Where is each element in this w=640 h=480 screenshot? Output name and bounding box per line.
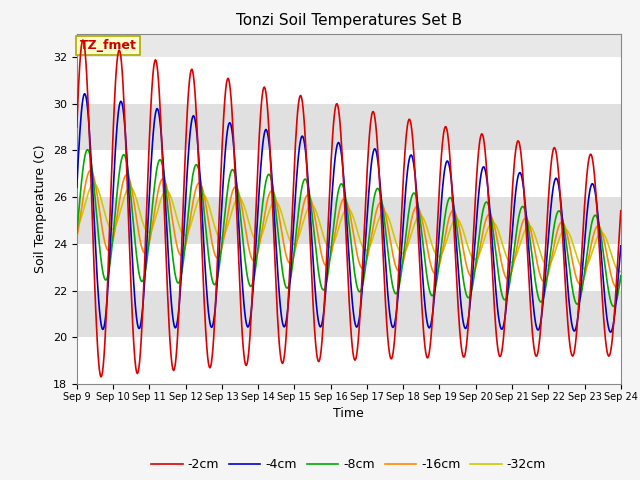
-32cm [83,195,90,201]
-8cm [416,213,424,218]
Bar [77,57,621,104]
-16cm [223,214,231,220]
-4cm [81,91,88,96]
-4cm [73,185,81,191]
-2cm [84,85,92,91]
-2cm [417,274,424,280]
-2cm [224,75,232,81]
-32cm [616,269,624,275]
-2cm [196,180,204,185]
-16cm [612,284,620,290]
-2cm [97,374,105,380]
-16cm [83,176,90,181]
Y-axis label: Soil Temperature (C): Soil Temperature (C) [35,144,47,273]
Line: -2cm: -2cm [77,40,621,377]
Legend: -2cm, -4cm, -8cm, -16cm, -32cm: -2cm, -4cm, -8cm, -16cm, -32cm [147,453,551,476]
-32cm [223,224,231,230]
-4cm [416,230,424,236]
Line: -32cm: -32cm [77,184,621,272]
-16cm [140,249,147,254]
-8cm [609,303,617,309]
-8cm [223,189,231,194]
-32cm [73,223,81,229]
X-axis label: Time: Time [333,407,364,420]
-8cm [431,285,439,291]
-8cm [195,167,202,172]
-2cm [433,246,440,252]
-32cm [90,181,97,187]
-8cm [83,147,90,153]
-2cm [73,124,81,130]
-2cm [617,208,625,214]
Bar [77,290,621,337]
-16cm [431,271,439,276]
-16cm [617,276,625,282]
-16cm [86,168,94,173]
-4cm [223,128,231,134]
-16cm [416,207,424,213]
Bar [77,244,621,290]
Line: -8cm: -8cm [77,150,621,306]
-4cm [607,329,615,335]
-16cm [73,234,81,240]
-32cm [140,221,147,227]
-32cm [617,269,625,275]
Line: -4cm: -4cm [77,94,621,332]
-32cm [195,196,202,202]
-8cm [140,277,147,283]
-2cm [140,274,148,279]
-4cm [617,243,625,249]
-4cm [431,281,439,287]
-8cm [84,147,92,153]
Bar [77,104,621,150]
-8cm [73,230,81,236]
Bar [77,150,621,197]
Text: TZ_fmet: TZ_fmet [79,39,136,52]
-32cm [431,251,439,256]
-4cm [84,104,92,109]
Bar [77,197,621,244]
-4cm [195,152,202,158]
-32cm [416,213,424,218]
-2cm [79,37,86,43]
-8cm [617,273,625,278]
Line: -16cm: -16cm [77,170,621,287]
-4cm [140,297,147,302]
Title: Tonzi Soil Temperatures Set B: Tonzi Soil Temperatures Set B [236,13,462,28]
Bar [77,337,621,384]
-16cm [195,180,202,186]
